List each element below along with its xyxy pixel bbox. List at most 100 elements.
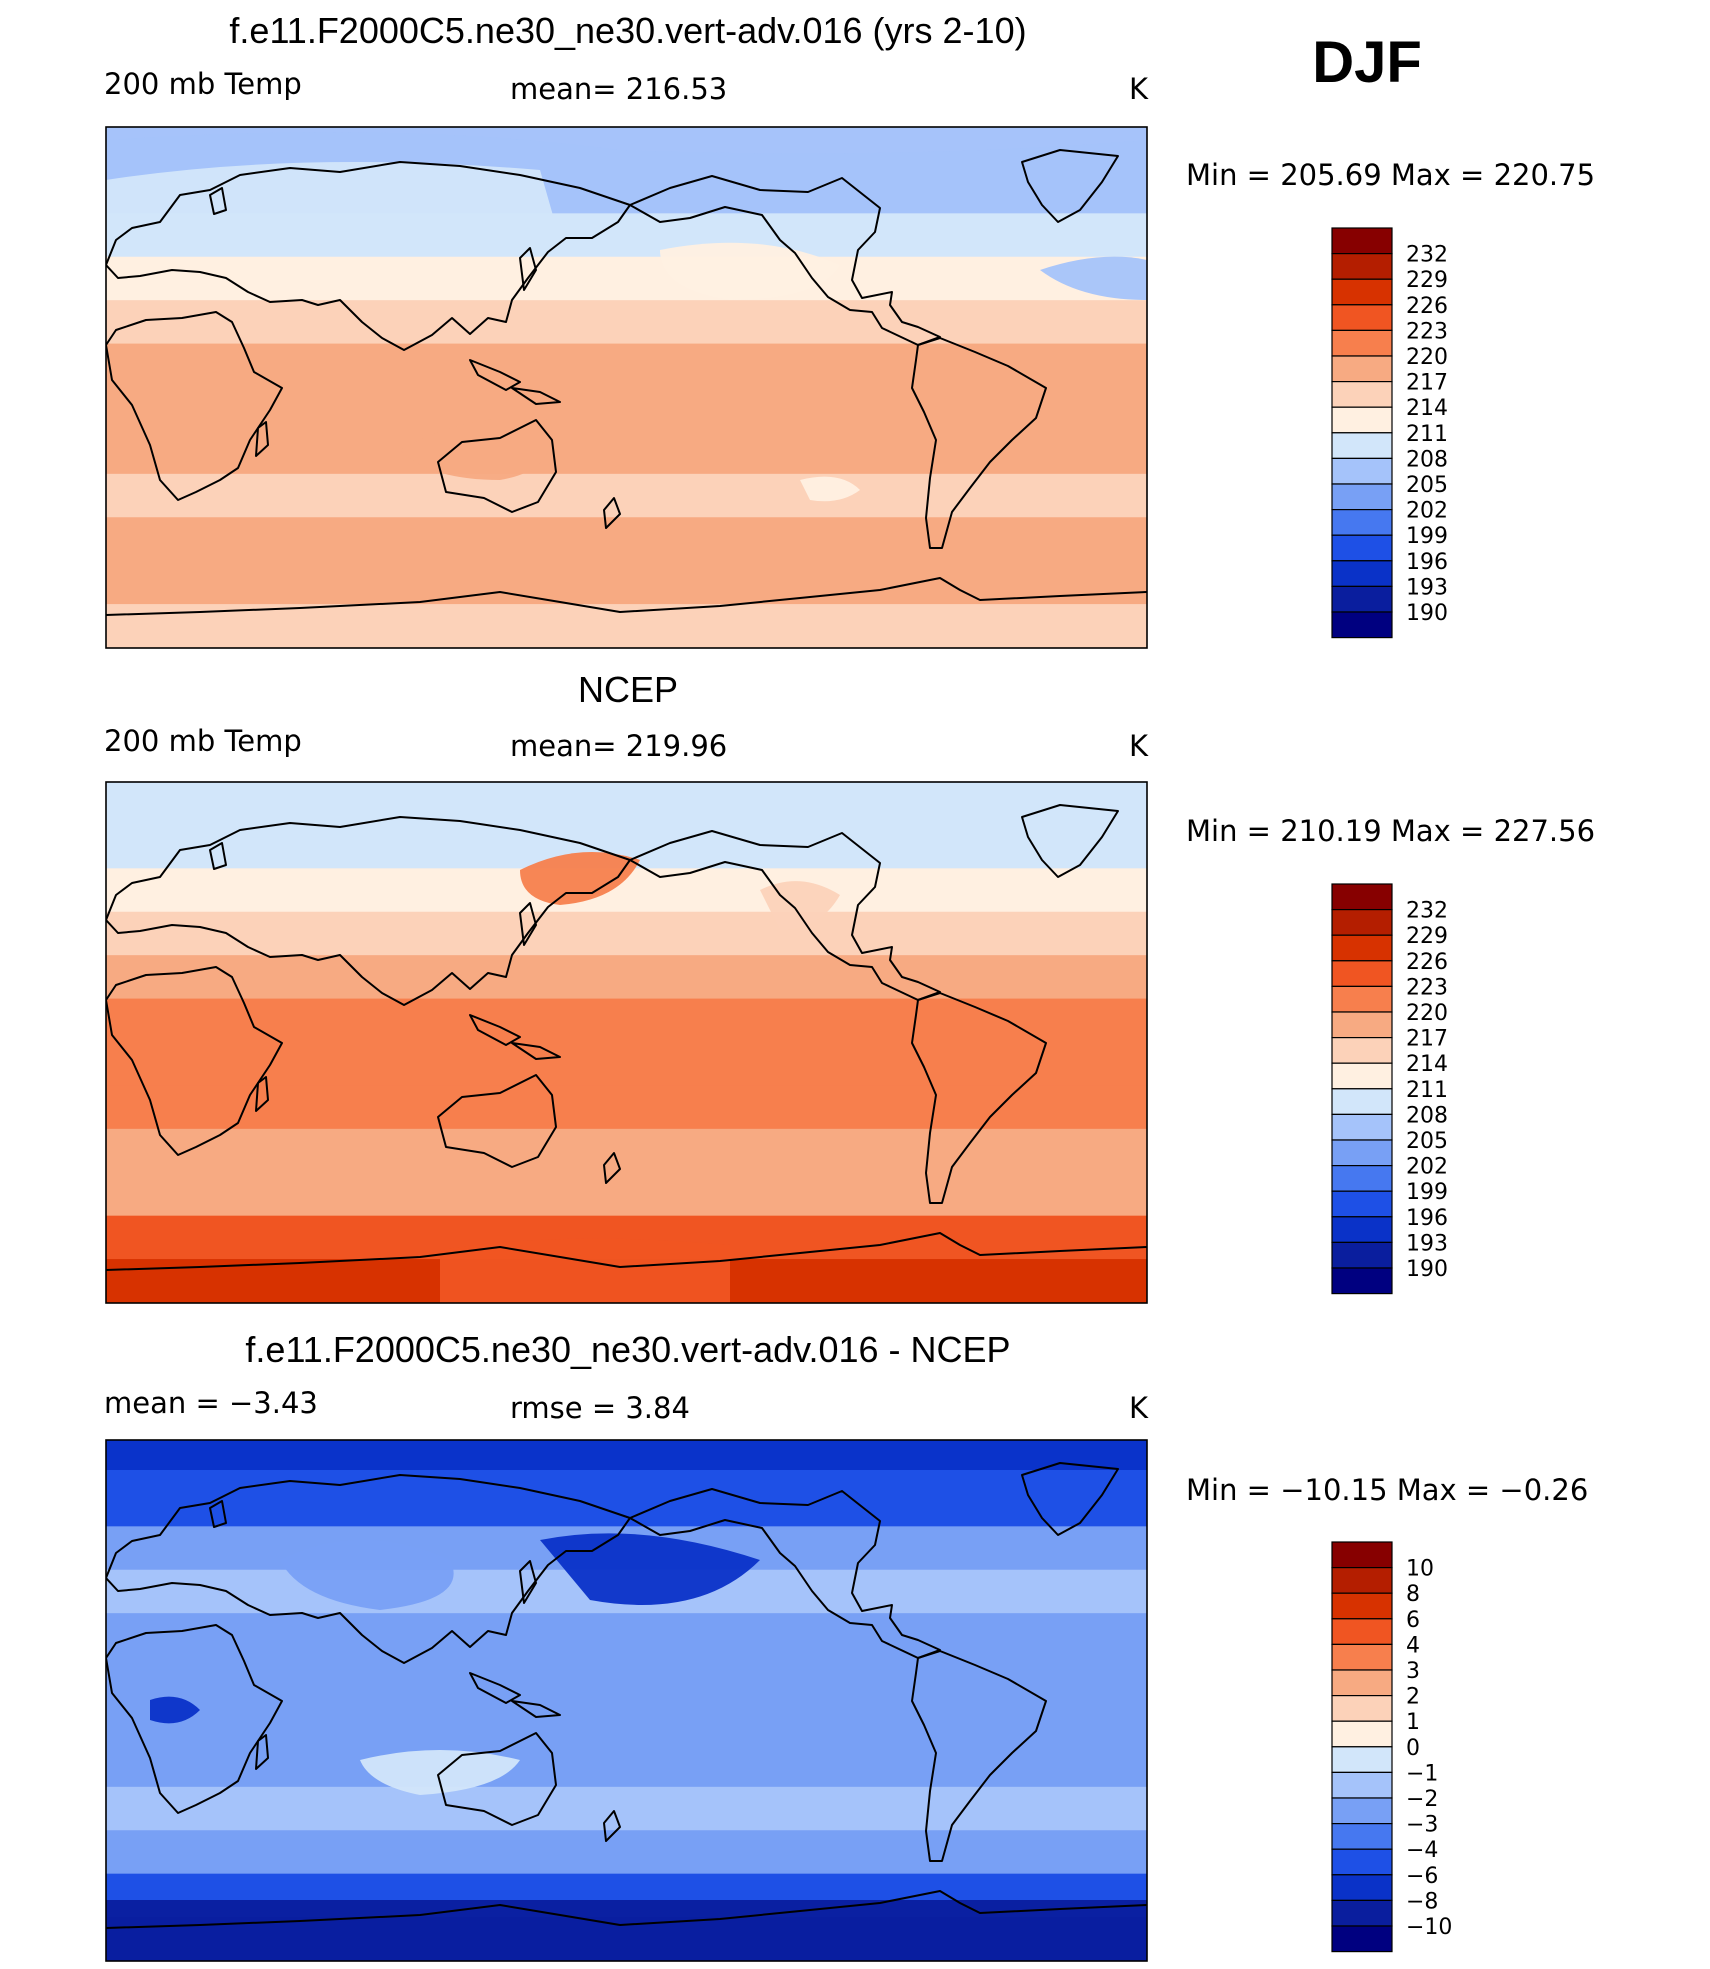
colorbar-label: 220: [1406, 1001, 1448, 1026]
colorbar-label: 229: [1406, 924, 1448, 949]
colorbar-label: 223: [1406, 975, 1448, 1000]
map-band: [106, 213, 1147, 258]
colorbar-box: [1331, 1113, 1393, 1141]
map-contour-region: [280, 1540, 454, 1610]
map-band: [106, 1786, 1147, 1832]
colorbar-box: [1331, 1241, 1393, 1269]
colorbar-box: [1331, 406, 1393, 434]
colorbar-box: [1331, 1216, 1393, 1244]
colorbar-box: [1331, 1190, 1393, 1218]
colorbar-label: 217: [1406, 1027, 1448, 1052]
colorbar-label: 226: [1406, 294, 1448, 319]
colorbar-label: 199: [1406, 1180, 1448, 1205]
colorbar-label: −8: [1406, 1889, 1438, 1914]
colorbar-box: [1331, 355, 1393, 383]
map-contour-region: [106, 1900, 1147, 1961]
colorbar-label: 208: [1406, 447, 1448, 472]
panel-center-label: rmse = 3.84: [510, 1391, 690, 1425]
map-contour-region: [150, 1696, 200, 1724]
panel-title: NCEP: [578, 669, 678, 710]
colorbar-label: 220: [1406, 345, 1448, 370]
map-contour-region: [540, 1533, 760, 1605]
colorbar-box: [1331, 227, 1393, 255]
colorbar-label: 202: [1406, 499, 1448, 524]
colorbar-label: 223: [1406, 319, 1448, 344]
map-frame: [105, 781, 1148, 1304]
colorbar-label: −10: [1406, 1915, 1452, 1940]
map-band: [106, 911, 1147, 957]
season-label: DJF: [1312, 30, 1422, 95]
map-contour-region: [106, 127, 1147, 154]
colorbar-label: 10: [1406, 1557, 1434, 1582]
colorbar-box: [1331, 1011, 1393, 1039]
colorbar-box: [1331, 1139, 1393, 1167]
colorbar-label: 211: [1406, 422, 1448, 447]
map-band: [106, 1085, 1147, 1130]
panel-units: K: [1129, 1391, 1149, 1425]
colorbar-label: 3: [1406, 1659, 1420, 1684]
colorbar-box: [1331, 1088, 1393, 1116]
map-contour-region: [1040, 256, 1147, 300]
colorbar-box: [1331, 509, 1393, 536]
colorbar-label: 205: [1406, 473, 1448, 498]
colorbar-label: 229: [1406, 268, 1448, 293]
map-contour-region: [106, 1440, 1147, 1470]
colorbar-box: [1331, 432, 1393, 459]
map-frame: [105, 1439, 1148, 1962]
colorbar-box: [1331, 304, 1393, 331]
colorbar-label: 8: [1406, 1582, 1420, 1607]
map-band: [106, 430, 1147, 475]
map-band: [106, 998, 1147, 1043]
colorbar-label: 4: [1406, 1633, 1420, 1658]
map-band: [106, 1172, 1147, 1217]
colorbar-box: [1331, 381, 1393, 408]
colorbar-box: [1331, 329, 1393, 357]
panel-minmax: Min = 205.69 Max = 220.75: [1186, 158, 1595, 192]
colorbar-label: 232: [1406, 899, 1448, 924]
panel-title: f.e11.F2000C5.ne30_ne30.vert-adv.016 - N…: [245, 1329, 1010, 1370]
map-band: [106, 1482, 1147, 1528]
colorbar-label: −1: [1406, 1761, 1438, 1786]
colorbar-box: [1331, 934, 1393, 962]
colorbar-label: 199: [1406, 524, 1448, 549]
map-band: [106, 1743, 1147, 1788]
colorbar-box: [1331, 1822, 1393, 1850]
colorbar-box: [1331, 1164, 1393, 1192]
map-band: [106, 517, 1147, 562]
panel-left-label: 200 mb Temp: [104, 67, 302, 101]
colorbar-box: [1331, 1925, 1393, 1953]
panel-center-label: mean= 219.96: [510, 729, 727, 763]
map-field: [106, 782, 1147, 1303]
colorbar-box: [1331, 1797, 1393, 1825]
map-contour-region: [660, 242, 840, 300]
colorbar-box: [1331, 1592, 1393, 1620]
colorbar-label: −2: [1406, 1787, 1438, 1812]
colorbar-box: [1331, 960, 1393, 987]
map-band: [106, 1128, 1147, 1174]
colorbar-label: −4: [1406, 1838, 1438, 1863]
map-band: [106, 300, 1147, 345]
map-band: [106, 343, 1147, 388]
colorbar-box: [1331, 1899, 1393, 1927]
colorbar-label: 1: [1406, 1710, 1420, 1735]
map-band: [106, 473, 1147, 519]
colorbar-label: −3: [1406, 1813, 1438, 1838]
colorbar-box: [1331, 1848, 1393, 1876]
colorbar-box: [1331, 1643, 1393, 1671]
colorbar-label: 196: [1406, 550, 1448, 575]
colorbar-label: 193: [1406, 1231, 1448, 1256]
colorbar-label: 202: [1406, 1155, 1448, 1180]
map-band: [106, 1613, 1147, 1658]
colorbar-label: −6: [1406, 1864, 1438, 1889]
map-contour-region: [106, 162, 560, 248]
map-field: [106, 127, 1147, 648]
panel-left-label: 200 mb Temp: [104, 724, 302, 758]
colorbar-box: [1331, 1566, 1393, 1594]
colorbar-label: 6: [1406, 1608, 1420, 1633]
colorbar-box: [1331, 534, 1393, 562]
colorbar-label: 232: [1406, 243, 1448, 268]
colorbar-box: [1331, 1036, 1393, 1064]
panel-units: K: [1129, 729, 1149, 763]
colorbar-label: 190: [1406, 601, 1448, 626]
